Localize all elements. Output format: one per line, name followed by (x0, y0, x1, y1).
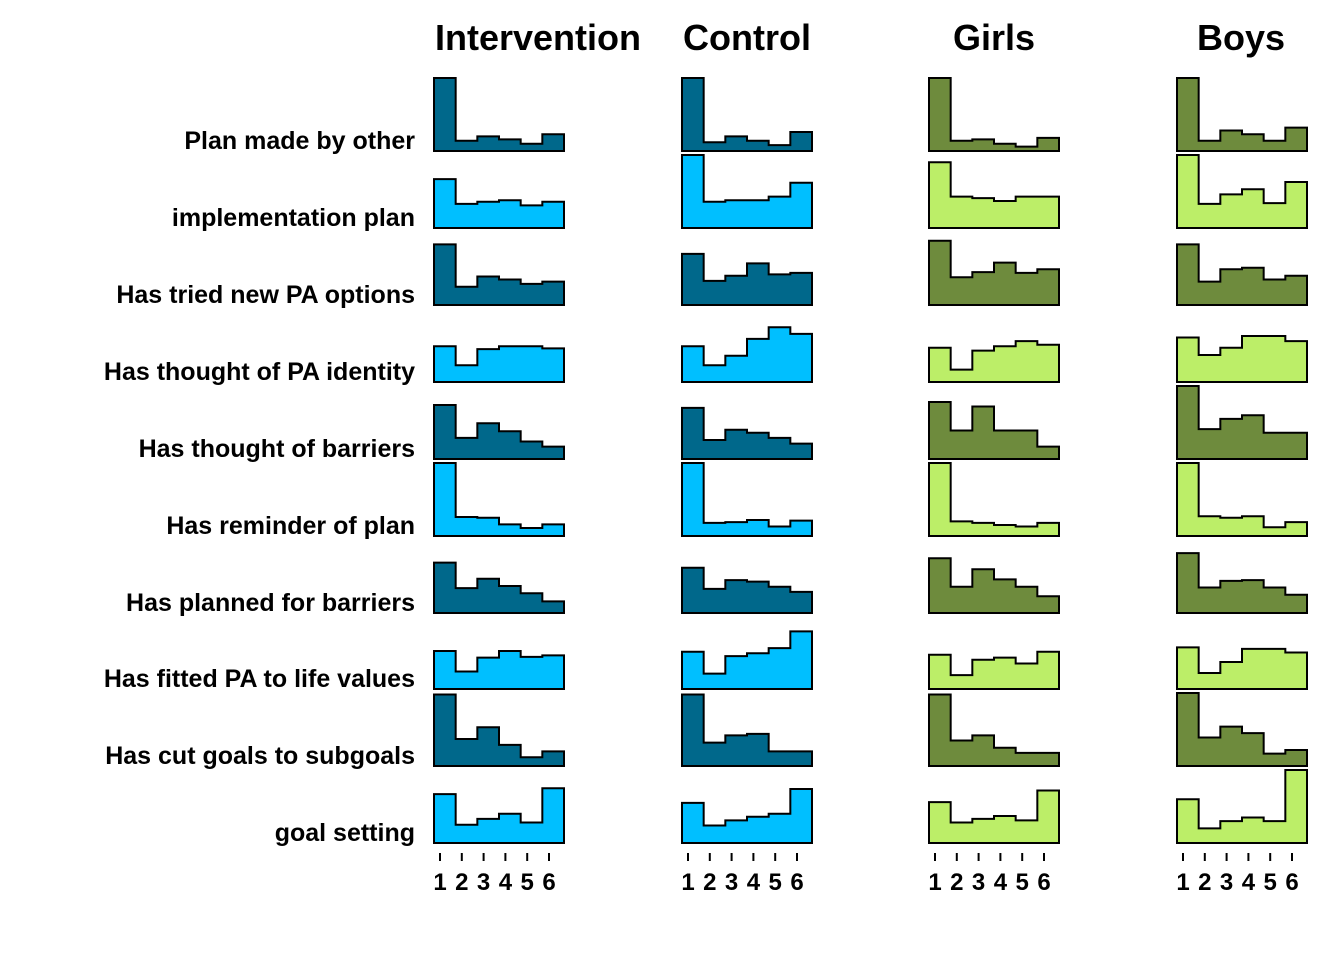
histogram-girls-row-6 (928, 462, 1060, 537)
x-tick-label: 6 (1285, 869, 1298, 896)
x-tick-label: 5 (1264, 869, 1277, 896)
column-title-control: Control (683, 17, 811, 58)
x-tick-label: 1 (433, 869, 446, 896)
histogram-intervention-row-3 (433, 243, 565, 306)
x-tick-label: 3 (1220, 869, 1233, 896)
histograms (433, 77, 1308, 844)
histogram-intervention-row-9 (433, 693, 565, 767)
histogram-intervention-row-2 (433, 178, 565, 229)
column-title-intervention: Intervention (435, 17, 641, 58)
histogram-control-row-10 (681, 787, 813, 844)
row-label: Has fitted PA to life values (104, 665, 415, 693)
x-tick-label: 3 (972, 869, 985, 896)
x-tick-label: 5 (1016, 869, 1029, 896)
histogram-control-row-6 (681, 462, 813, 537)
histogram-girls-row-1 (928, 77, 1060, 152)
histogram-girls-row-4 (928, 340, 1060, 383)
histogram-girls-row-2 (928, 161, 1060, 229)
x-tick-label: 1 (1176, 869, 1189, 896)
histogram-control-row-2 (681, 154, 813, 229)
x-tick-label: 3 (725, 869, 738, 896)
histogram-control-row-4 (681, 326, 813, 383)
x-tick-label: 2 (1198, 869, 1211, 896)
row-label: Has thought of PA identity (104, 358, 415, 386)
histogram-boys-row-3 (1176, 243, 1308, 306)
histogram-boys-row-4 (1176, 335, 1308, 383)
histogram-boys-row-10 (1176, 769, 1308, 844)
histogram-boys-row-7 (1176, 552, 1308, 614)
row-label: Plan made by other (184, 127, 415, 155)
x-tick-label: 2 (455, 869, 468, 896)
x-tick-label: 1 (928, 869, 941, 896)
row-label: Has thought of barriers (139, 435, 415, 463)
histogram-boys-row-6 (1176, 462, 1308, 537)
row-labels: Plan made by other implementation plan Has… (104, 127, 415, 847)
x-tick-label: 4 (1242, 869, 1256, 896)
histogram-control-row-7 (681, 566, 813, 614)
histogram-control-row-9 (681, 693, 813, 767)
x-tick-label: 2 (950, 869, 963, 896)
x-tick-label: 6 (790, 869, 803, 896)
histogram-boys-row-5 (1176, 385, 1308, 460)
histogram-boys-row-8 (1176, 646, 1308, 690)
row-label: Has planned for barriers (126, 589, 415, 617)
column-titles: Intervention Control Girls Boys (435, 17, 1285, 58)
column-title-boys: Boys (1197, 17, 1285, 58)
row-label: implementation plan (172, 204, 415, 232)
histogram-control-row-1 (681, 77, 813, 152)
histogram-girls-row-3 (928, 239, 1060, 306)
histogram-intervention-row-5 (433, 403, 565, 460)
x-tick-label: 6 (542, 869, 555, 896)
histogram-girls-row-7 (928, 557, 1060, 614)
histogram-intervention-row-8 (433, 650, 565, 690)
column-title-girls: Girls (953, 17, 1035, 58)
x-tick-label: 4 (747, 869, 761, 896)
row-label: Has cut goals to subgoals (105, 742, 415, 770)
histogram-girls-row-5 (928, 401, 1060, 460)
x-tick-label: 2 (703, 869, 716, 896)
row-label: goal setting (275, 819, 415, 847)
histogram-intervention-row-4 (433, 345, 565, 383)
histogram-girls-row-8 (928, 650, 1060, 690)
row-label: Has reminder of plan (166, 512, 415, 540)
histogram-boys-row-2 (1176, 154, 1308, 229)
x-tick-label: 1 (681, 869, 694, 896)
histogram-intervention-row-1 (433, 77, 565, 152)
row-label: Has tried new PA options (116, 281, 415, 309)
x-tick-label: 5 (769, 869, 782, 896)
histogram-intervention-row-7 (433, 561, 565, 614)
x-tick-label: 4 (994, 869, 1008, 896)
histogram-intervention-row-6 (433, 462, 565, 537)
x-tick-label: 6 (1037, 869, 1050, 896)
histogram-girls-row-10 (928, 789, 1060, 844)
histogram-boys-row-9 (1176, 692, 1308, 767)
histogram-control-row-3 (681, 252, 813, 306)
histogram-control-row-8 (681, 630, 813, 690)
histogram-girls-row-9 (928, 693, 1060, 767)
histogram-intervention-row-10 (433, 787, 565, 844)
histogram-boys-row-1 (1176, 77, 1308, 152)
x-tick-label: 5 (521, 869, 534, 896)
x-tick-label: 4 (499, 869, 513, 896)
histogram-control-row-5 (681, 406, 813, 460)
x-tick-label: 3 (477, 869, 490, 896)
